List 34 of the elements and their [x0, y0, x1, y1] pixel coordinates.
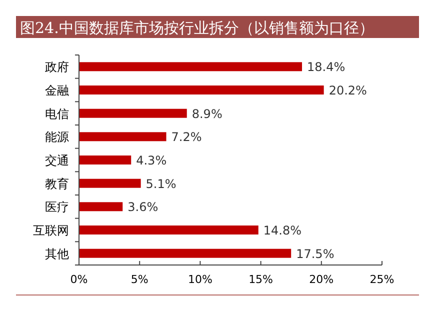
- bar: [79, 156, 132, 164]
- data-label: 5.1%: [146, 176, 176, 191]
- x-tick-label: 10%: [188, 273, 212, 286]
- data-label: 8.9%: [192, 106, 222, 121]
- data-label: 3.6%: [128, 200, 158, 214]
- y-tick-label: 能源: [45, 130, 69, 144]
- y-tick-label: 互联网: [33, 224, 69, 238]
- x-tick-label: 20%: [309, 273, 334, 286]
- bar: [79, 248, 292, 258]
- chart-title: 图24.中国数据库市场按行业拆分（以销售额为口径）: [20, 19, 374, 37]
- bar: [79, 226, 258, 234]
- x-tick-label: 0%: [70, 273, 88, 286]
- data-label: 7.2%: [171, 130, 202, 144]
- x-tick-label: 5%: [130, 273, 148, 286]
- y-tick-label: 医疗: [45, 200, 69, 214]
- y-tick-label: 金融: [45, 84, 69, 98]
- y-tick-label: 电信: [45, 106, 69, 121]
- data-label: 20.2%: [328, 84, 367, 98]
- x-tick-label: 15%: [248, 273, 274, 286]
- data-label: 14.8%: [263, 224, 302, 238]
- bar: [79, 132, 166, 142]
- data-label: 4.3%: [136, 154, 167, 168]
- y-tick-label: 其他: [45, 246, 69, 261]
- bar: [79, 62, 302, 72]
- bar: [79, 86, 324, 94]
- y-tick-label: 交通: [45, 154, 69, 168]
- data-label: 17.5%: [296, 246, 334, 261]
- data-label: 18.4%: [307, 60, 346, 74]
- bar: [79, 108, 187, 118]
- y-tick-label: 政府: [45, 60, 69, 74]
- bar: [79, 202, 123, 212]
- bar: [79, 178, 141, 188]
- x-tick-label: 25%: [370, 273, 394, 286]
- y-tick-label: 教育: [45, 176, 69, 191]
